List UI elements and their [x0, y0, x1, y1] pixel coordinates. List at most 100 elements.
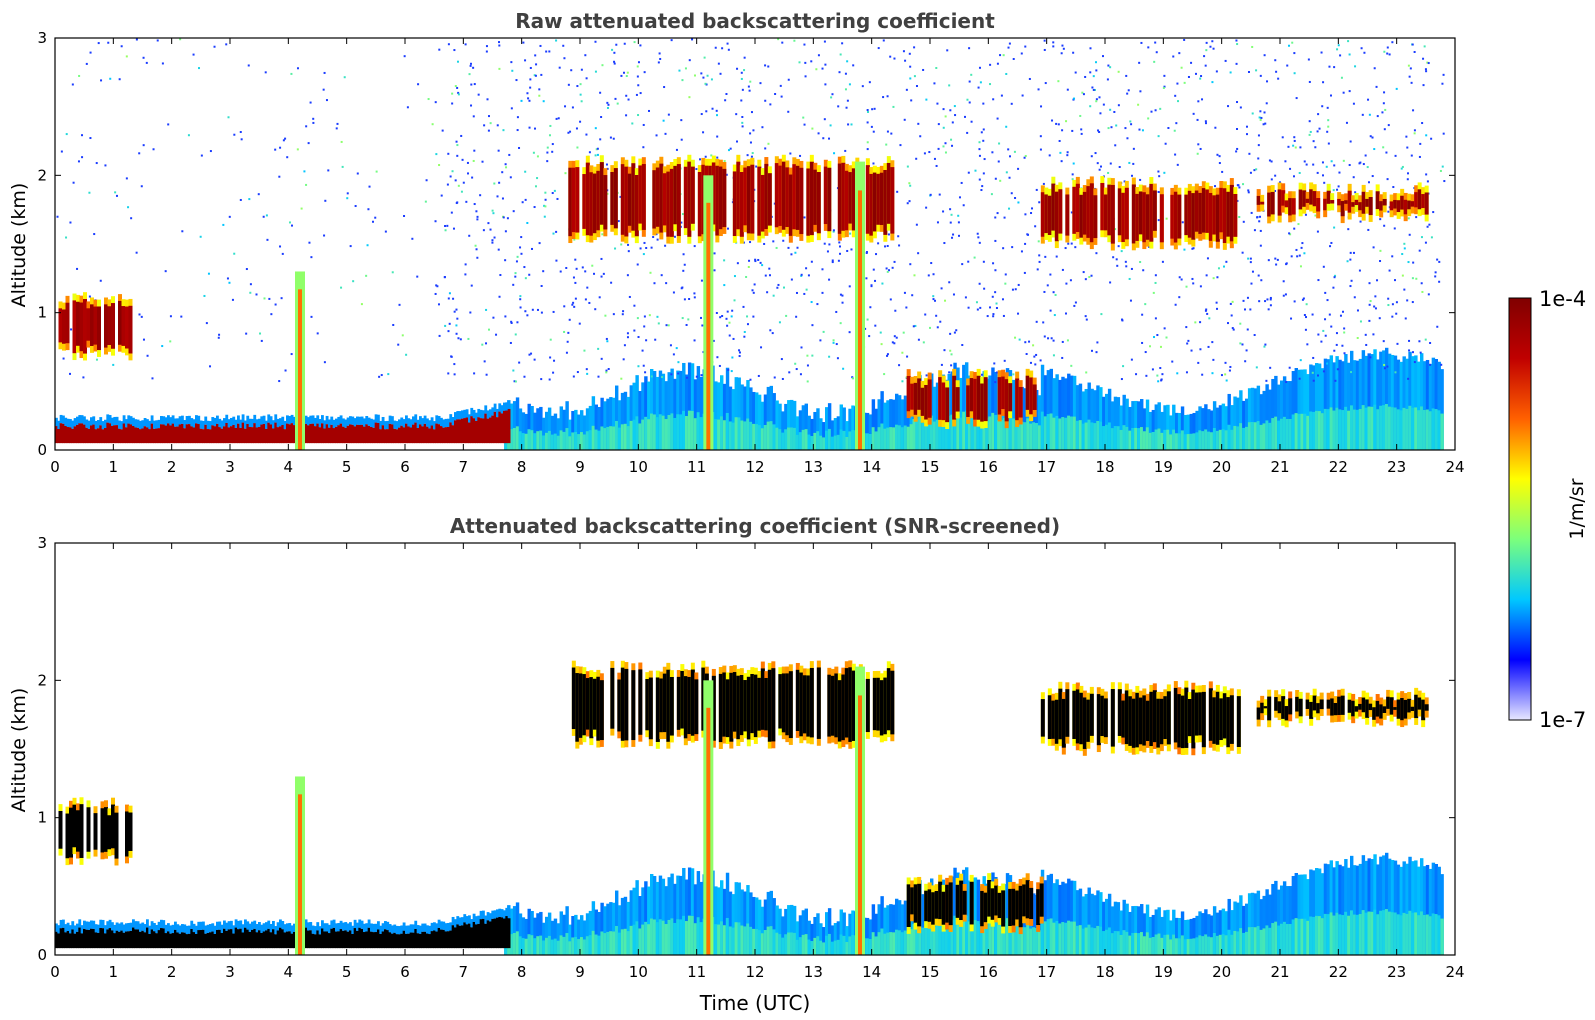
- noise-pixel: [540, 73, 543, 76]
- noise-pixel: [533, 74, 536, 77]
- noise-pixel: [780, 358, 783, 361]
- boundary-layer-aerosol-edge: [507, 910, 511, 919]
- noise-pixel: [544, 191, 547, 194]
- aerosol-column-dense: [1046, 919, 1051, 955]
- noise-pixel: [1418, 155, 1421, 158]
- noise-pixel: [1241, 343, 1244, 346]
- aerosol-column: [632, 382, 636, 450]
- aerosol-column: [947, 373, 951, 450]
- aerosol-column-dense: [1367, 406, 1371, 450]
- aerosol-column: [1043, 880, 1048, 955]
- noise-pixel: [542, 270, 545, 273]
- boundary-layer-aerosol-edge: [412, 924, 415, 933]
- noise-pixel: [1418, 249, 1421, 252]
- noise-pixel: [940, 287, 943, 290]
- aerosol-column: [1032, 388, 1036, 450]
- aerosol-column-dense: [1277, 925, 1281, 955]
- boundary-layer-aerosol-edge: [83, 416, 86, 425]
- noise-pixel: [264, 71, 267, 74]
- boundary-layer-aerosol: [489, 417, 492, 444]
- boundary-layer-aerosol-edge: [223, 418, 226, 427]
- noise-pixel: [723, 159, 726, 162]
- noise-pixel: [741, 115, 744, 118]
- aerosol-column-dense: [1294, 918, 1298, 955]
- noise-pixel: [761, 126, 764, 129]
- noise-pixel: [742, 305, 745, 308]
- aerosol-column: [594, 404, 598, 450]
- aerosol-column: [897, 900, 902, 955]
- aerosol-column: [772, 898, 776, 955]
- noise-pixel: [1165, 217, 1168, 220]
- noise-pixel: [1336, 48, 1339, 51]
- noise-pixel: [1333, 66, 1336, 69]
- noise-pixel: [604, 314, 607, 317]
- noise-pixel: [504, 259, 507, 262]
- aerosol-column: [1221, 908, 1226, 955]
- noise-pixel: [906, 355, 909, 358]
- noise-pixel: [1008, 42, 1011, 45]
- boundary-layer-aerosol-edge: [430, 417, 434, 426]
- noise-pixel: [290, 353, 293, 356]
- noise-pixel: [1163, 85, 1166, 88]
- noise-pixel: [736, 67, 739, 70]
- noise-pixel: [602, 272, 605, 275]
- afternoon-cloud-deck: [1145, 700, 1150, 742]
- noise-pixel: [535, 63, 538, 66]
- noise-pixel: [343, 76, 346, 79]
- aerosol-column-dense: [1312, 916, 1316, 955]
- aerosol-column: [571, 410, 575, 450]
- noise-pixel: [1096, 341, 1099, 344]
- afternoon-cloud-deck: [1208, 192, 1213, 241]
- aerosol-column: [1145, 399, 1150, 450]
- boundary-layer-aerosol: [108, 423, 112, 444]
- aerosol-column-dense: [722, 925, 727, 955]
- aerosol-column: [988, 375, 992, 450]
- boundary-layer-aerosol: [113, 425, 117, 444]
- noise-pixel: [1098, 131, 1101, 134]
- noise-pixel: [1125, 265, 1128, 268]
- cumulus-layer: [620, 667, 625, 741]
- noise-pixel: [523, 266, 526, 269]
- noise-pixel: [1215, 301, 1218, 304]
- aerosol-column: [845, 926, 849, 955]
- noise-pixel: [741, 88, 744, 91]
- noise-pixel: [982, 102, 985, 105]
- noise-pixel: [943, 349, 946, 352]
- aerosol-column: [1390, 354, 1395, 450]
- noise-pixel: [764, 274, 767, 277]
- noise-pixel: [599, 91, 602, 94]
- noise-pixel: [799, 154, 802, 157]
- noise-pixel: [506, 217, 509, 220]
- aerosol-column-dense: [973, 415, 978, 450]
- boundary-layer-aerosol-edge: [253, 414, 257, 424]
- noise-pixel: [620, 243, 623, 246]
- noise-pixel: [1033, 355, 1036, 358]
- boundary-layer-aerosol: [484, 923, 488, 949]
- noise-pixel: [650, 375, 653, 378]
- aerosol-column-dense: [772, 929, 776, 955]
- noise-pixel: [725, 173, 728, 176]
- nocturnal-cloud-base: [927, 889, 932, 922]
- noise-pixel: [1298, 377, 1301, 380]
- aerosol-column: [1285, 381, 1290, 450]
- noise-pixel: [683, 263, 686, 266]
- boundary-layer-aerosol: [465, 417, 469, 444]
- aerosol-column: [1090, 388, 1094, 450]
- aerosol-column-dense: [1102, 426, 1106, 450]
- noise-pixel: [949, 208, 952, 211]
- aerosol-column: [720, 880, 724, 955]
- noise-pixel: [322, 88, 325, 91]
- aerosol-column: [650, 368, 654, 450]
- noise-pixel: [591, 264, 594, 267]
- boundary-layer-aerosol-edge: [318, 418, 322, 428]
- noise-pixel: [1253, 169, 1256, 172]
- noise-pixel: [1274, 59, 1277, 62]
- boundary-layer-aerosol-edge: [92, 920, 96, 929]
- x-tick-label: 1: [109, 458, 119, 476]
- aerosol-column-dense: [1417, 915, 1421, 955]
- aerosol-column-dense: [871, 932, 876, 955]
- boundary-layer-aerosol-edge: [62, 415, 65, 424]
- evening-thin-cloud: [1424, 192, 1429, 215]
- noise-pixel: [222, 223, 225, 226]
- aerosol-column-dense: [1274, 921, 1278, 955]
